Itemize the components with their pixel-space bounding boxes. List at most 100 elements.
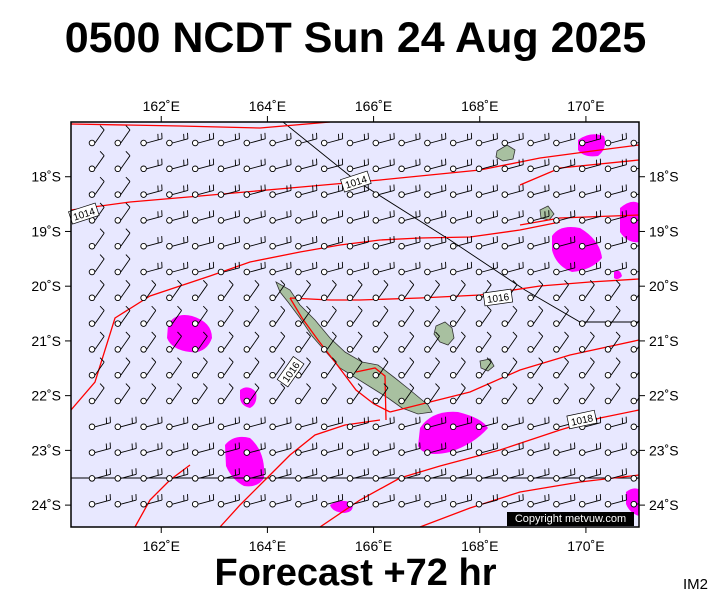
wind-barb (295, 158, 318, 173)
wind-barb (191, 158, 215, 173)
wind-barb (295, 210, 318, 224)
wind-barb (475, 132, 498, 147)
wind-barb (604, 210, 627, 224)
wind-barb (166, 305, 182, 327)
wind-barb (553, 468, 576, 482)
wind-barb (553, 236, 576, 250)
wind-barb (553, 132, 576, 147)
wind-barb (114, 442, 137, 456)
wind-barb (475, 236, 498, 250)
wind-barb (372, 184, 395, 198)
wind-barb (346, 357, 363, 379)
isobar (71, 122, 331, 129)
wind-barb (424, 132, 447, 147)
island (275, 281, 433, 415)
wind-barb (217, 383, 234, 405)
wind-barb (501, 158, 524, 173)
wind-barb (320, 331, 337, 353)
wind-barb (527, 305, 544, 327)
wind-barb (295, 280, 311, 302)
wind-barb (166, 442, 189, 456)
wind-barb (140, 305, 157, 327)
lat-tick-label: 22˚S (649, 388, 679, 404)
lon-tick-label: 164˚E (249, 538, 286, 554)
wind-barb (604, 132, 627, 147)
wind-barb (140, 442, 163, 456)
wind-barb (114, 468, 137, 482)
wind-barb (553, 280, 569, 302)
wind-barb (501, 468, 524, 482)
wind-barb (604, 468, 627, 482)
wind-barb (398, 468, 421, 482)
wind-barb (475, 331, 492, 353)
isobar (71, 221, 561, 411)
wind-barb (191, 416, 215, 431)
wind-barb (578, 383, 595, 405)
wind-barb (578, 494, 602, 508)
wind-barb (630, 449, 639, 456)
wind-barb (604, 494, 627, 508)
wind-barb (217, 416, 240, 431)
wind-barb (140, 357, 157, 379)
wind-barb (217, 261, 240, 276)
lon-tick-label: 168˚E (461, 538, 498, 554)
wind-barb (578, 357, 595, 379)
wind-barb (140, 383, 157, 405)
wind-barb (527, 468, 550, 482)
wind-barb (527, 357, 544, 379)
wind-barb (114, 176, 131, 198)
wind-barb (166, 184, 189, 198)
wind-barb (449, 280, 466, 302)
wind-barb (243, 468, 266, 482)
wind-barb (269, 305, 286, 327)
wind-barb (372, 210, 395, 224)
wind-barb (191, 331, 208, 353)
wind-barb (424, 210, 447, 224)
wind-barb (114, 125, 131, 147)
wind-barb (140, 210, 163, 224)
wind-barb (398, 494, 421, 508)
wind-barb (295, 331, 311, 353)
wind-barb (346, 158, 369, 173)
wind-barb (88, 416, 111, 431)
wind-barb (269, 236, 292, 250)
wind-barb (140, 158, 163, 173)
wind-barb (449, 416, 473, 431)
wind-barb (424, 468, 447, 482)
wind-barb (604, 383, 621, 405)
wind-barb (269, 416, 292, 431)
wind-barb (527, 331, 544, 353)
wind-barb (475, 383, 492, 405)
wind-barb (578, 261, 602, 276)
wind-barb (501, 331, 518, 353)
wind-barb (243, 494, 266, 508)
wind-barb (243, 280, 260, 302)
wind-barb (166, 236, 189, 250)
wind-barb (346, 383, 363, 405)
wind-barb (191, 280, 208, 302)
wind-barb (424, 442, 447, 456)
wind-barb (269, 383, 286, 405)
wind-barb (269, 357, 286, 379)
wind-barb (269, 261, 292, 276)
lat-tick-label: 22˚S (31, 388, 61, 404)
lat-tick-label: 18˚S (31, 169, 61, 185)
wind-barb (527, 158, 550, 173)
wind-barb (424, 383, 440, 405)
lat-tick-label: 19˚S (649, 223, 679, 239)
wind-barb (398, 184, 421, 198)
wind-barb (630, 423, 639, 431)
wind-barb (88, 280, 105, 302)
wind-barb (217, 357, 234, 379)
wind-barb (372, 494, 395, 508)
wind-barb (424, 416, 447, 431)
wind-barb (449, 383, 466, 405)
lat-tick-label: 23˚S (31, 442, 61, 458)
wind-barb (346, 331, 363, 353)
wind-barb (191, 494, 215, 508)
wind-barb (295, 468, 318, 482)
wind-barb (191, 261, 215, 276)
wind-barb (295, 261, 318, 276)
wind-barb (295, 305, 311, 327)
forecast-label: Forecast +72 hr (214, 552, 497, 594)
